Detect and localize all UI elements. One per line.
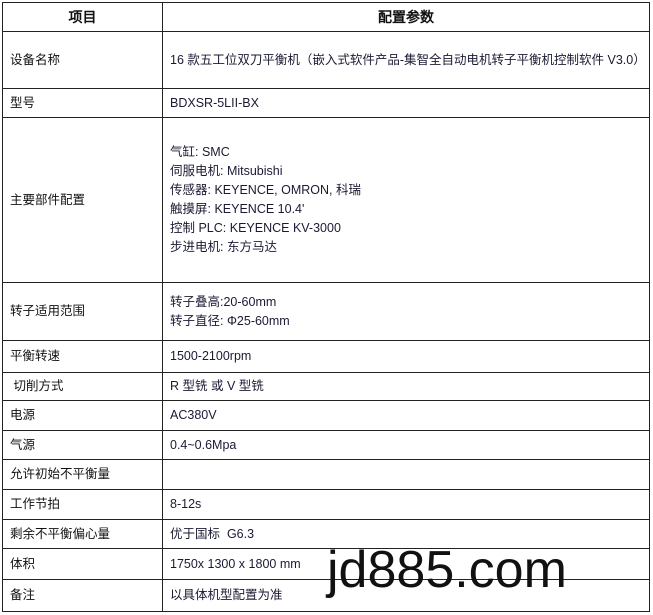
table-row: 允许初始不平衡量: [2, 459, 650, 490]
value-line: 1750x 1300 x 1800 mm: [170, 556, 301, 571]
row-value: 1750x 1300 x 1800 mm: [162, 548, 650, 580]
value-line: 触摸屏: KEYENCE 10.4': [170, 202, 305, 216]
row-value: R 型铣 或 V 型铣: [162, 372, 650, 401]
value-line: R 型铣 或 V 型铣: [170, 379, 264, 393]
row-label: 转子适用范围: [2, 282, 163, 341]
value-line: 16 款五工位双刀平衡机（嵌入式软件产品-集智全自动电机转子平衡机控制软件 V3…: [170, 52, 646, 67]
value-line: 0.4~0.6Mpa: [170, 437, 237, 452]
value-line: 控制 PLC: KEYENCE KV-3000: [170, 221, 341, 235]
row-value: 转子叠高:20-60mm 转子直径: Φ25-60mm: [162, 282, 650, 341]
value-line: 步进电机: 东方马达: [170, 240, 277, 254]
row-label: 主要部件配置: [2, 117, 163, 283]
row-label: 工作节拍: [2, 489, 163, 520]
row-value: 16 款五工位双刀平衡机（嵌入式软件产品-集智全自动电机转子平衡机控制软件 V3…: [162, 31, 650, 89]
value-line: 转子直径: Φ25-60mm: [170, 313, 290, 328]
value-line: 传感器: KEYENCE, OMRON, 科瑞: [170, 183, 361, 197]
table-row: 平衡转速 1500-2100rpm: [2, 340, 650, 373]
value-line: 气缸: SMC: [170, 145, 230, 159]
table-row: 备注 以具体机型配置为准: [2, 579, 650, 612]
table-row: 体积 1750x 1300 x 1800 mm: [2, 548, 650, 580]
table-header-row: 项目 配置参数: [2, 2, 650, 32]
row-label: 备注: [2, 579, 163, 612]
row-value: 气缸: SMC 伺服电机: Mitsubishi 传感器: KEYENCE, OMR…: [162, 117, 650, 283]
value-line: 以具体机型配置为准: [170, 588, 283, 602]
value-line: 8-12s: [170, 497, 202, 511]
header-item: 项目: [2, 2, 163, 32]
table-row: 设备名称 16 款五工位双刀平衡机（嵌入式软件产品-集智全自动电机转子平衡机控制软…: [2, 31, 650, 89]
table-row: 主要部件配置 气缸: SMC 伺服电机: Mitsubishi 传感器: KEYENC…: [2, 117, 650, 283]
row-value: AC380V: [162, 400, 650, 431]
row-value: [162, 459, 650, 490]
value-line: 1500-2100rpm: [170, 349, 252, 363]
row-value: 1500-2100rpm: [162, 340, 650, 373]
table-row: 气源 0.4~0.6Mpa: [2, 430, 650, 460]
row-value: BDXSR-5LII-BX: [162, 88, 650, 118]
value-line: 优于国标 G6.3: [170, 526, 255, 541]
row-value: 0.4~0.6Mpa: [162, 430, 650, 460]
row-value: 优于国标 G6.3: [162, 519, 650, 549]
value-line: 转子叠高:20-60mm: [170, 294, 277, 309]
row-label: 平衡转速: [2, 340, 163, 373]
table-row: 工作节拍 8-12s: [2, 489, 650, 520]
row-label: 允许初始不平衡量: [2, 459, 163, 490]
table-row: 剩余不平衡偏心量 优于国标 G6.3: [2, 519, 650, 549]
row-label: 切削方式: [2, 372, 163, 401]
row-value: 8-12s: [162, 489, 650, 520]
value-line: BDXSR-5LII-BX: [170, 95, 259, 110]
row-label: 型号: [2, 88, 163, 118]
table-row: 型号 BDXSR-5LII-BX: [2, 88, 650, 118]
row-label: 体积: [2, 548, 163, 580]
table-row: 电源 AC380V: [2, 400, 650, 431]
watermark: jd885.com: [327, 541, 567, 599]
table-row: 切削方式 R 型铣 或 V 型铣: [2, 372, 650, 401]
row-label: 气源: [2, 430, 163, 460]
row-label: 剩余不平衡偏心量: [2, 519, 163, 549]
header-params: 配置参数: [162, 2, 650, 32]
row-value: 以具体机型配置为准: [162, 579, 650, 612]
value-line: 伺服电机: Mitsubishi: [170, 164, 283, 178]
row-label: 设备名称: [2, 31, 163, 89]
table-row: 转子适用范围 转子叠高:20-60mm 转子直径: Φ25-60mm: [2, 282, 650, 341]
value-line: AC380V: [170, 408, 217, 422]
row-label: 电源: [2, 400, 163, 431]
